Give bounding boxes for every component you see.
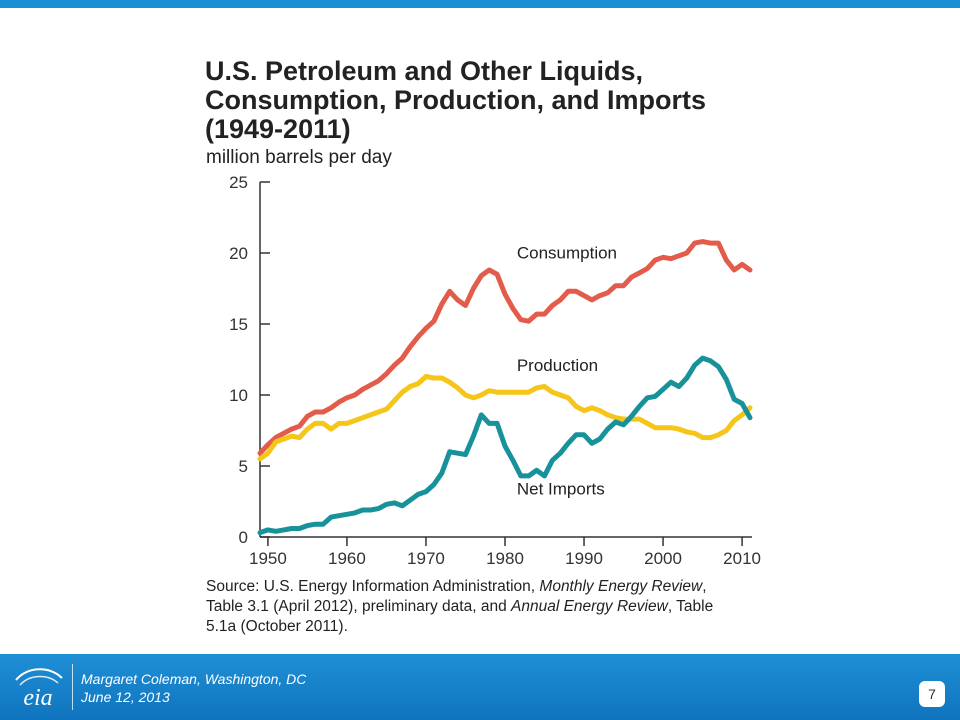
presenter-name: Margaret Coleman, Washington, DC — [81, 671, 307, 687]
net-imports-label: Net Imports — [517, 479, 605, 498]
eia-logo-text: eia — [23, 685, 52, 710]
title-line-2: Consumption, Production, and Imports — [205, 85, 706, 115]
source-line-3: 5.1a (October 2011). — [206, 618, 348, 635]
y-tick-label: 25 — [229, 173, 248, 192]
net-imports-line — [257, 355, 753, 536]
y-tick-label: 10 — [229, 386, 248, 405]
source-publication-annual: Annual Energy Review — [511, 598, 668, 615]
consumption-line — [257, 239, 753, 456]
title-line-1: U.S. Petroleum and Other Liquids, — [205, 56, 644, 86]
production-line — [257, 374, 753, 462]
page-number: 7 — [919, 681, 945, 707]
source-line-1: Source: U.S. Energy Information Administ… — [206, 578, 707, 595]
x-tick-label: 1980 — [486, 549, 524, 568]
eia-logo-icon: eia — [15, 668, 63, 710]
footer-divider — [72, 664, 73, 710]
y-tick-label: 5 — [239, 457, 248, 476]
consumption-label: Consumption — [517, 244, 617, 263]
x-tick-label: 2000 — [644, 549, 682, 568]
source-publication-monthly: Monthly Energy Review — [539, 578, 703, 595]
title-line-3: (1949-2011) — [205, 114, 351, 144]
production-label: Production — [517, 356, 598, 375]
top-accent-bar — [0, 0, 960, 8]
y-axis-unit-label: million barrels per day — [206, 147, 392, 168]
x-tick-label: 1990 — [565, 549, 603, 568]
y-tick-label: 20 — [229, 244, 248, 263]
x-tick-label: 1960 — [328, 549, 366, 568]
y-tick-label: 15 — [229, 315, 248, 334]
x-tick-label: 1970 — [407, 549, 445, 568]
source-note: Source: U.S. Energy Information Administ… — [206, 577, 816, 637]
source-line-2: Table 3.1 (April 2012), preliminary data… — [206, 598, 714, 615]
presentation-date: June 12, 2013 — [81, 689, 170, 705]
footer-bar: eia Margaret Coleman, Washington, DC Jun… — [0, 654, 960, 720]
x-tick-label: 1950 — [249, 549, 287, 568]
slide-title: U.S. Petroleum and Other Liquids, Consum… — [205, 57, 805, 144]
x-tick-label: 2010 — [723, 549, 761, 568]
y-tick-label: 0 — [239, 528, 248, 547]
